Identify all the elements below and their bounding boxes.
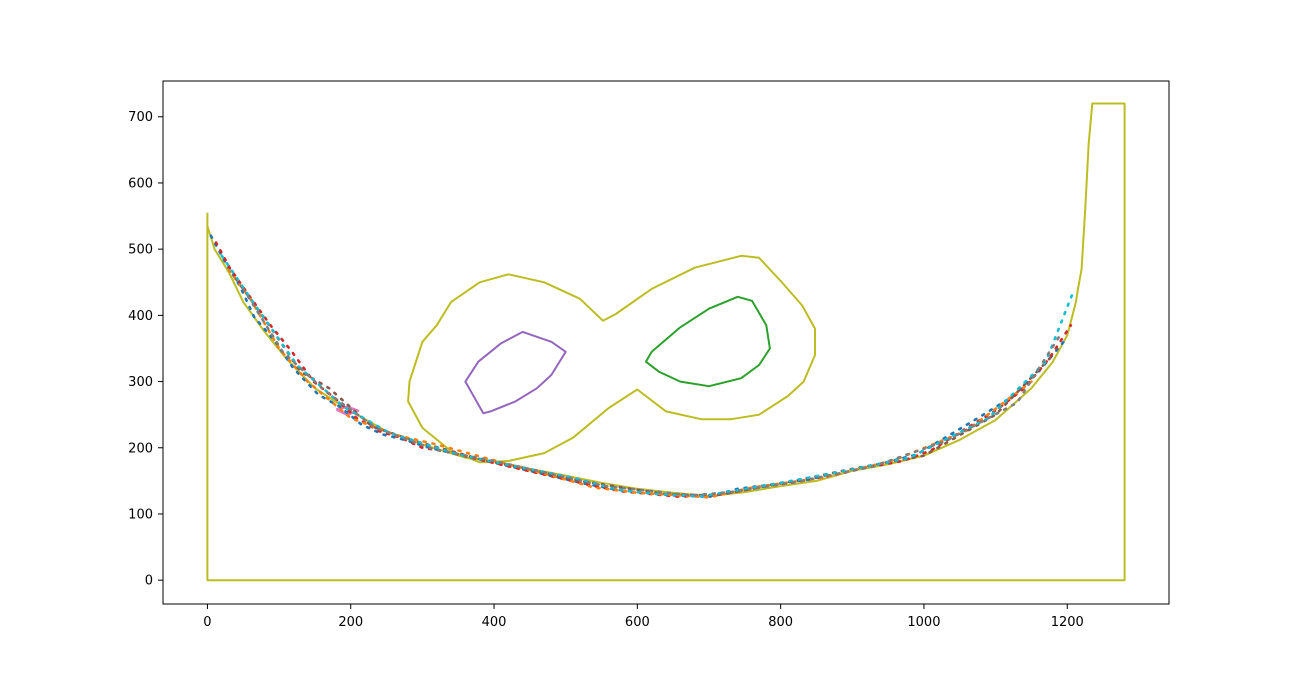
x-tick-label: 800 [768,615,793,630]
y-tick-label: 100 [128,507,153,522]
x-tick-label: 1000 [907,615,940,630]
series-line-7 [214,241,1073,499]
y-tick-label: 500 [128,243,153,258]
series-line-2 [407,254,816,464]
series-line-1 [206,225,1077,498]
x-tick-label: 400 [482,615,507,630]
x-tick-label: 200 [338,615,363,630]
series-line-9 [234,277,1055,497]
series-line-11 [242,287,1062,497]
series-line-0 [206,102,1126,582]
x-axis: 0 200 400 600 800 1000 1200 [203,604,1084,630]
series-line-6 [209,234,1065,499]
plot-frame [162,80,1170,605]
x-tick-label: 1200 [1051,615,1084,630]
y-tick-label: 200 [128,441,153,456]
series-line-5 [335,405,360,417]
series-line-8 [227,268,1033,499]
x-tick-label: 600 [625,615,650,630]
y-tick-label: 600 [128,176,153,191]
y-tick-label: 400 [128,309,153,324]
y-tick-label: 700 [128,110,153,125]
series-line-3 [644,295,771,388]
plot-area [206,102,1126,582]
series-line-4 [464,330,567,415]
y-tick-label: 0 [145,574,153,589]
y-axis: 0 100 200 300 400 500 600 700 [128,110,163,589]
x-tick-label: 0 [203,615,211,630]
y-tick-label: 300 [128,375,153,390]
